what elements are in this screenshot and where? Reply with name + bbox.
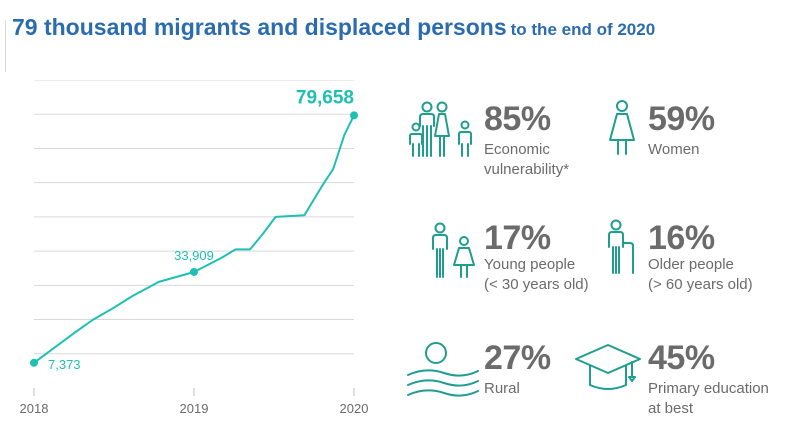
stat-rural: 27% Rural (400, 335, 580, 415)
stat-label-line-1: Economic (484, 141, 550, 158)
data-point (190, 267, 198, 276)
stat-economic-vulnerability: 85% Economic vulnerability* (400, 96, 580, 186)
stat-value: 59% (648, 100, 715, 138)
page-title: 79 thousand migrants and displaced perso… (12, 14, 655, 41)
title-main: 79 thousand migrants and displaced perso… (12, 14, 507, 40)
stat-young-people: 17% Young people (< 30 years old) (400, 215, 600, 305)
header-accent-rule (5, 20, 6, 72)
stat-primary-education: 45% Primary education at best (570, 335, 790, 425)
data-point (350, 111, 358, 120)
data-point (30, 358, 38, 367)
stat-label-line-1: Primary education (648, 380, 769, 397)
stat-value: 45% (648, 339, 715, 377)
graduation-cap-icon (575, 344, 641, 390)
stat-value: 85% (484, 100, 551, 138)
stat-label-line-2: at best (648, 400, 694, 417)
stat-label-line-1: Women (648, 141, 700, 158)
data-label: 7,373 (48, 357, 81, 372)
data-label: 79,658 (296, 87, 354, 108)
stat-value: 27% (484, 339, 551, 377)
stat-older-people: 16% Older people (> 60 years old) (600, 215, 780, 305)
x-tick-label: 2018 (20, 401, 49, 416)
data-label: 33,909 (174, 248, 214, 263)
stat-label-line-1: Rural (484, 380, 520, 397)
stat-label-line-1: Young people (484, 256, 576, 273)
stat-value: 16% (648, 219, 715, 257)
stat-label-line-1: Older people (648, 256, 734, 273)
x-tick-label: 2020 (340, 401, 369, 416)
title-subtitle: to the end of 2020 (510, 20, 656, 39)
older-person-icon (608, 219, 634, 274)
x-tick-label: 2019 (180, 401, 209, 416)
rural-landscape-icon (407, 342, 479, 397)
woman-icon (609, 100, 635, 155)
migrants-line-chart: 2018 2019 2020 7,373 33,909 79,658 (20, 80, 369, 416)
stat-label-line-2: (< 30 years old) (484, 276, 589, 293)
stat-value: 17% (484, 219, 551, 257)
young-people-icon (432, 222, 475, 278)
series-line (33, 114, 355, 364)
stat-women: 59% Women (600, 96, 780, 166)
stat-label-line-2: vulnerability* (484, 161, 570, 178)
family-icon (409, 101, 472, 157)
stat-label-line-2: (> 60 years old) (648, 276, 753, 293)
